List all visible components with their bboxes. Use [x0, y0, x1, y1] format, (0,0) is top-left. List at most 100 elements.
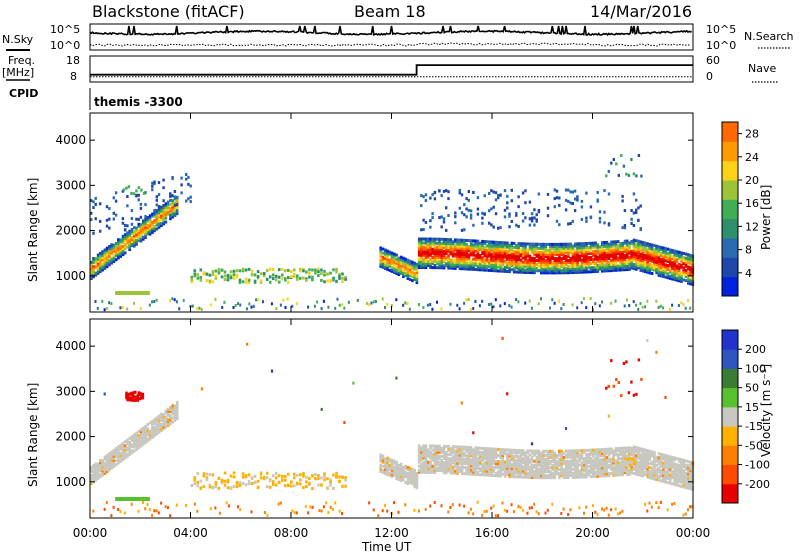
velocity-cell [478, 454, 482, 458]
power-cell [596, 263, 600, 267]
power-cell [112, 255, 116, 259]
power-cell [395, 259, 398, 263]
power-cell [515, 250, 518, 254]
power-cell [610, 242, 613, 246]
velocity-cell [596, 452, 600, 456]
velocity-cell [675, 473, 679, 477]
power-cell [562, 246, 566, 250]
velocity-cell [583, 463, 586, 467]
velocity-cell [650, 505, 653, 509]
velocity-cell [583, 473, 586, 477]
velocity-cell [404, 470, 407, 474]
power-cell [517, 300, 520, 304]
velocity-cell [193, 476, 197, 480]
velocity-cell [503, 508, 506, 512]
velocity-cell [135, 437, 138, 441]
power-cell [610, 267, 613, 270]
power-cell [680, 263, 683, 267]
power-cell [530, 271, 534, 275]
power-cell [447, 264, 450, 268]
velocity-cell [619, 473, 622, 477]
power-cell [422, 241, 425, 245]
power-cell [426, 253, 430, 257]
power-cell [684, 252, 688, 256]
power-cell [562, 255, 566, 258]
power-cell [481, 299, 484, 303]
velocity-cell [540, 470, 543, 474]
power-cell [612, 252, 615, 256]
velocity-cell [119, 459, 122, 463]
power-cell [515, 270, 518, 274]
power-cell [625, 261, 629, 265]
velocity-cell [171, 406, 174, 410]
velocity-cell [596, 466, 600, 470]
power-cell [675, 268, 679, 272]
power-cell [492, 257, 496, 260]
power-cell [108, 261, 111, 265]
velocity-cell [424, 450, 428, 454]
power-cell [144, 236, 147, 239]
velocity-cell [535, 449, 539, 453]
power-cell [641, 245, 645, 249]
velocity-cell [94, 466, 98, 470]
power-cell [490, 240, 493, 244]
velocity-cell [137, 434, 141, 437]
power-cell [445, 262, 448, 266]
power-cell [535, 250, 539, 254]
power-cell [135, 230, 138, 234]
velocity-cell [142, 436, 145, 440]
power-cell [411, 264, 414, 268]
velocity-cell [583, 461, 586, 465]
power-cell [465, 239, 468, 242]
power-cell [639, 204, 642, 208]
power-cell [567, 254, 570, 258]
power-cell [521, 268, 525, 272]
velocity-cell [551, 451, 554, 455]
power-cell [463, 265, 466, 269]
velocity-cell [632, 445, 636, 449]
velocity-cell [379, 463, 382, 467]
velocity-cell [616, 447, 620, 450]
power-cell [99, 219, 102, 223]
velocity-cell [415, 480, 419, 484]
power-cell [571, 271, 575, 274]
velocity-cell [474, 452, 477, 456]
velocity-cell [578, 455, 581, 459]
velocity-cell [544, 468, 548, 472]
power-cell [569, 222, 572, 225]
power-cell [630, 260, 633, 264]
velocity-cell [160, 425, 163, 429]
velocity-cell [535, 459, 539, 463]
power-cell [646, 258, 649, 262]
power-cell [449, 258, 453, 262]
power-cell [133, 238, 136, 242]
power-cell [121, 253, 125, 257]
velocity-cell [478, 452, 482, 456]
velocity-cell [677, 480, 681, 484]
power-cell [524, 252, 527, 256]
power-cell [399, 259, 403, 263]
velocity-cell [291, 509, 294, 513]
power-cell [521, 244, 525, 248]
power-cell [175, 199, 179, 203]
power-cell [653, 262, 656, 266]
velocity-cell [587, 461, 591, 464]
power-cell [580, 254, 584, 258]
velocity-cell [540, 453, 543, 457]
power-cell [605, 249, 609, 252]
velocity-cell [567, 472, 570, 475]
velocity-cell [379, 465, 382, 469]
power-cell [449, 246, 453, 250]
velocity-cell [110, 460, 113, 464]
power-cell [463, 253, 466, 257]
velocity-cell [395, 475, 398, 478]
velocity-cell [266, 513, 269, 517]
velocity-cell [164, 409, 168, 413]
velocity-cell [517, 467, 520, 471]
power-cell [426, 245, 430, 249]
power-cell [655, 261, 658, 264]
velocity-cell [589, 458, 593, 462]
power-cell [544, 246, 548, 250]
velocity-cell [334, 501, 337, 505]
velocity-cell [497, 462, 500, 466]
